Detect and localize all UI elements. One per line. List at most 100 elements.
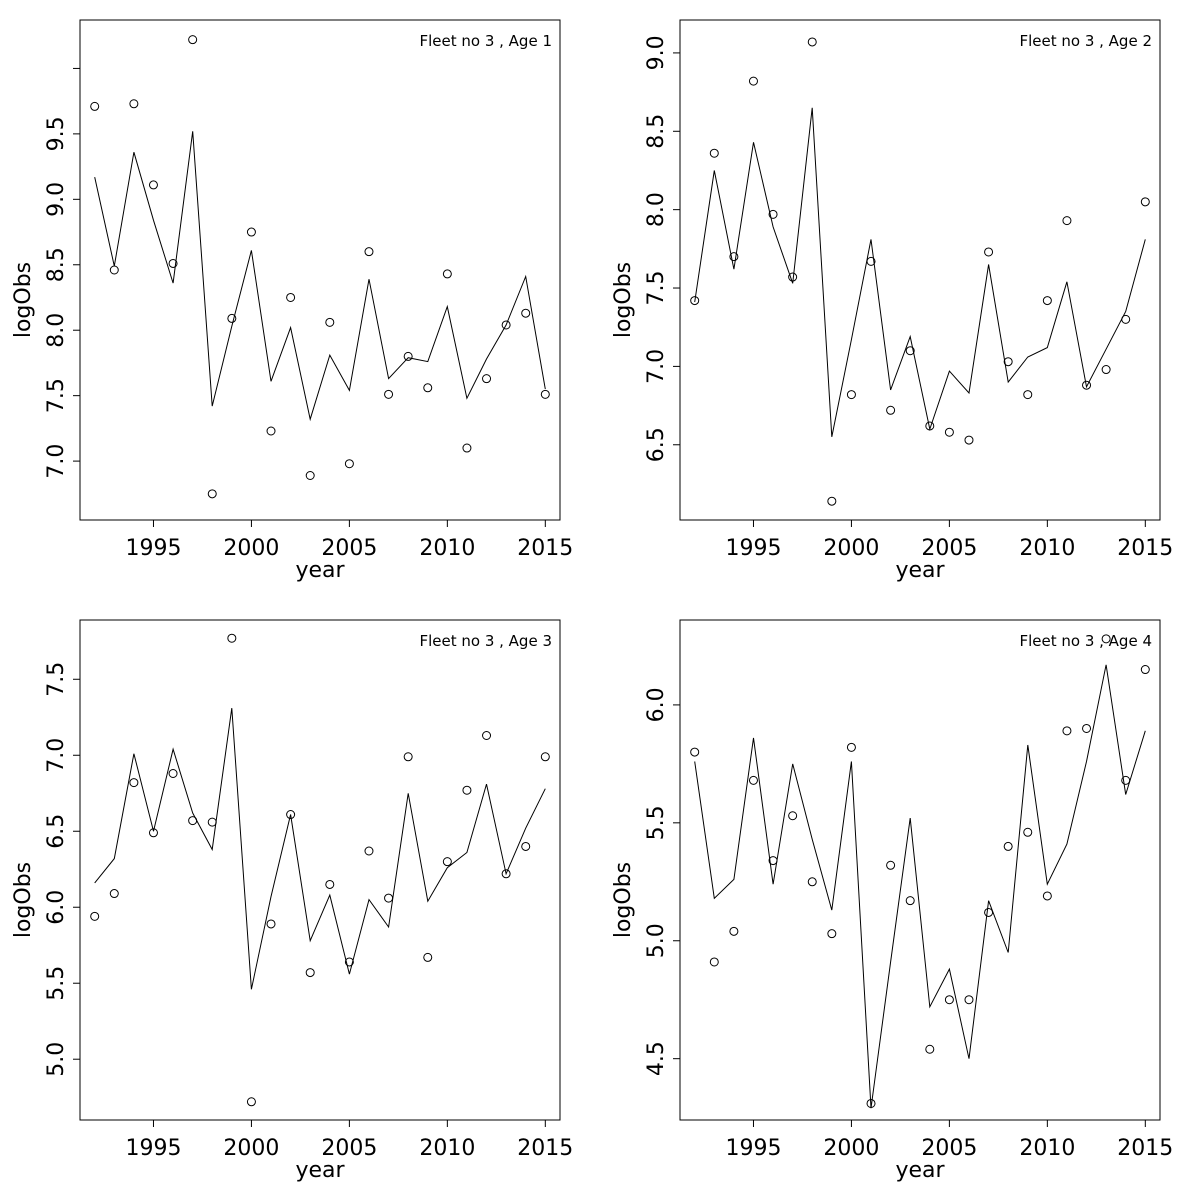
plot-frame	[679, 619, 1161, 1121]
panel-age-2: 1995 2000 2005 2010 2015 6.5 7.0 7.5 8.0 8.5 9.0 ye…	[611, 19, 1173, 583]
x-axis-title: year	[895, 1158, 945, 1183]
observation-point	[1003, 357, 1013, 367]
observation-point	[1062, 726, 1072, 736]
x-tick-label: 2015	[517, 536, 573, 561]
y-axis-title: logObs	[11, 862, 36, 938]
observation-point	[1121, 314, 1131, 324]
panel-title: Fleet no 3 , Age 1	[419, 32, 552, 50]
x-tick-label: 2010	[419, 536, 475, 561]
observation-point	[690, 747, 700, 757]
plot-frame	[679, 19, 1161, 521]
observation-point	[690, 296, 700, 306]
y-tick-label: 9.0	[644, 35, 669, 70]
y-tick-label: 7.0	[44, 444, 69, 479]
observation-point	[227, 633, 237, 643]
plot-frame	[79, 619, 561, 1121]
x-axis-title: year	[295, 558, 345, 583]
y-tick-label: 8.5	[644, 114, 669, 149]
y-tick-label: 4.5	[644, 1041, 669, 1076]
fitted-line	[694, 664, 1146, 1109]
observation-point	[227, 313, 237, 323]
panel-title: Fleet no 3 , Age 2	[1019, 32, 1152, 50]
y-tick-label: 9.5	[44, 116, 69, 151]
observation-point	[266, 426, 276, 436]
observation-point	[109, 265, 119, 275]
observation-point	[748, 775, 758, 785]
observation-point	[1140, 665, 1150, 675]
x-tick-label: 1995	[725, 1136, 781, 1161]
observation-point	[540, 752, 550, 762]
observation-point	[944, 427, 954, 437]
observation-point	[905, 896, 915, 906]
y-tick-label: 7.0	[44, 738, 69, 773]
x-tick-label: 2005	[921, 1136, 977, 1161]
observation-point	[886, 860, 896, 870]
panel-age-3: 1995 2000 2005 2010 2015 5.0 5.5 6.0 6.5 7.0 7.5 ye…	[11, 619, 573, 1183]
observation-point	[905, 346, 915, 356]
panel-age-4: 1995 2000 2005 2010 2015 4.5 5.0 5.5 6.0 year logO…	[611, 619, 1173, 1183]
observation-point	[442, 269, 452, 279]
observation-point	[521, 841, 531, 851]
observation-point	[521, 308, 531, 318]
observation-point	[482, 731, 492, 741]
x-tick-label: 2010	[1019, 536, 1075, 561]
observation-point	[1140, 197, 1150, 207]
y-tick-label: 8.5	[44, 247, 69, 282]
observation-point	[325, 879, 335, 889]
observation-point	[462, 443, 472, 453]
y-tick-label: 5.5	[644, 805, 669, 840]
observation-point	[90, 101, 100, 111]
observation-point	[188, 35, 198, 45]
x-tick-label: 2000	[223, 1136, 279, 1161]
observation-point	[925, 1044, 935, 1054]
x-tick-label: 2005	[321, 536, 377, 561]
fitted-line	[94, 708, 546, 990]
x-tick-label: 2015	[1117, 536, 1173, 561]
y-axis-title: logObs	[611, 862, 636, 938]
fitted-line	[94, 131, 546, 422]
observation-point	[305, 470, 315, 480]
y-tick-label: 5.5	[44, 966, 69, 1001]
observation-point	[246, 227, 256, 237]
observation-point	[90, 911, 100, 921]
x-tick-label: 1995	[125, 536, 181, 561]
observation-point	[748, 76, 758, 86]
observation-point	[925, 421, 935, 431]
observation-point	[1042, 891, 1052, 901]
observation-point	[168, 768, 178, 778]
observation-point	[501, 320, 511, 330]
observation-point	[886, 405, 896, 415]
observation-point	[709, 148, 719, 158]
observation-point	[423, 952, 433, 962]
observation-point	[846, 390, 856, 400]
x-tick-label: 2005	[921, 536, 977, 561]
observation-point	[540, 389, 550, 399]
observation-point	[984, 907, 994, 917]
observation-point	[729, 252, 739, 262]
observation-point	[384, 893, 394, 903]
observation-point	[709, 957, 719, 967]
y-tick-label: 7.5	[644, 271, 669, 306]
y-tick-label: 6.5	[644, 427, 669, 462]
x-axis-title: year	[895, 558, 945, 583]
observation-point	[266, 919, 276, 929]
observation-point	[729, 926, 739, 936]
observation-point	[148, 180, 158, 190]
y-tick-label: 6.0	[44, 890, 69, 925]
observation-point	[944, 995, 954, 1005]
observation-point	[462, 785, 472, 795]
x-tick-label: 2000	[223, 536, 279, 561]
y-tick-label: 7.5	[44, 378, 69, 413]
observation-point	[984, 247, 994, 257]
observation-point	[129, 778, 139, 788]
observation-point	[344, 459, 354, 469]
observation-point	[501, 869, 511, 879]
observation-point	[768, 209, 778, 219]
observation-point	[403, 351, 413, 361]
x-tick-label: 2010	[419, 1136, 475, 1161]
observation-point	[1082, 380, 1092, 390]
x-axis-title: year	[295, 1158, 345, 1183]
observation-point	[788, 811, 798, 821]
observation-point	[866, 1098, 876, 1108]
